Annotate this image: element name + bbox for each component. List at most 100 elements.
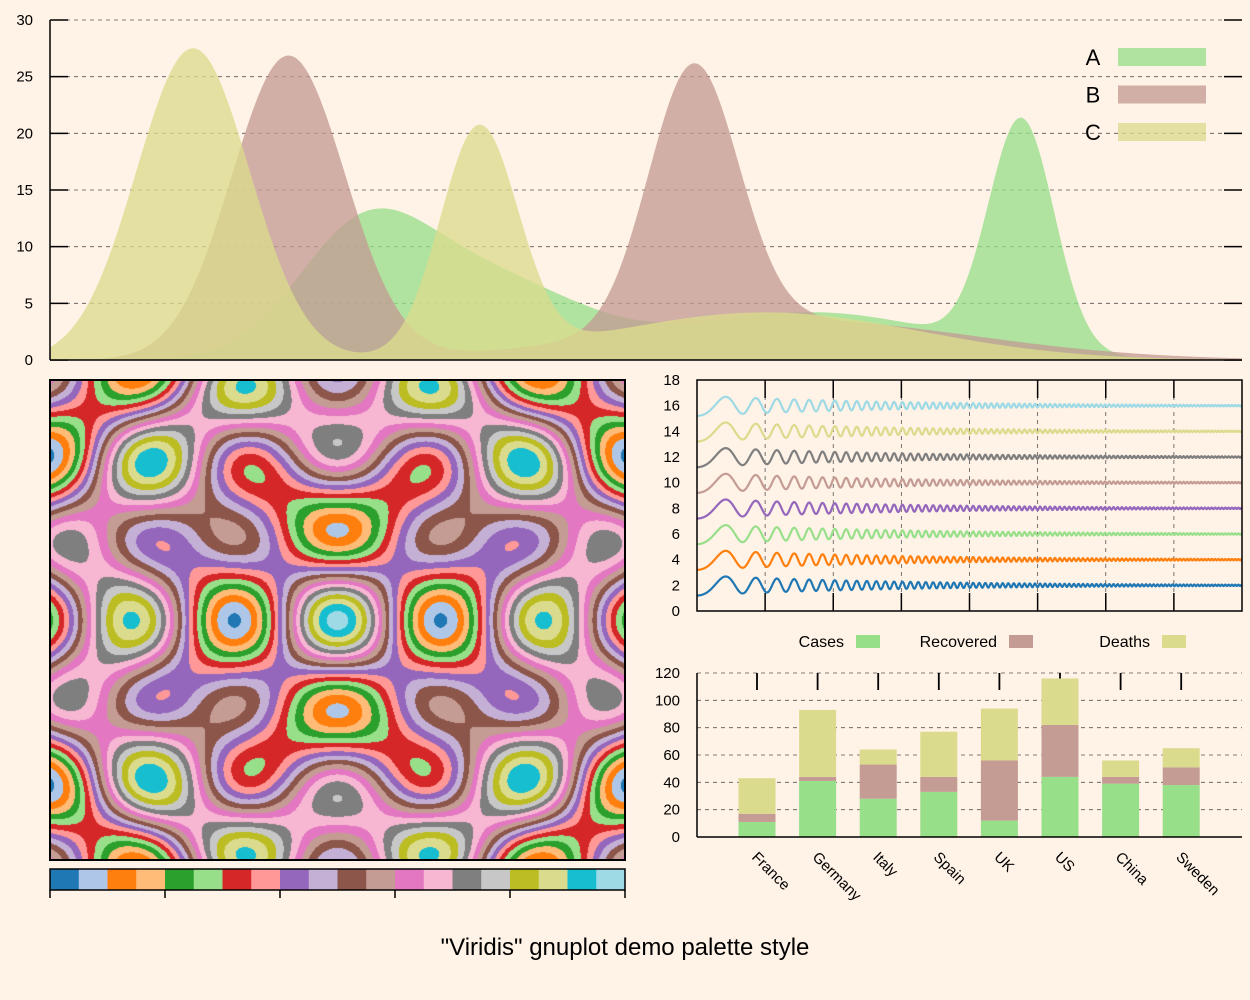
colorbar-swatch [510, 869, 540, 890]
bar-cases [738, 821, 776, 837]
bar-deaths [980, 708, 1018, 761]
series-line [697, 447, 1242, 469]
colorbar-swatch [251, 869, 281, 890]
legend-label: C [1085, 120, 1101, 145]
bar-deaths [920, 731, 958, 777]
colorbar-swatch [308, 869, 338, 890]
colorbar-border [49, 868, 626, 891]
y-tick-label: 60 [663, 747, 680, 764]
colorbar-swatch [107, 869, 137, 890]
legend-swatch [1162, 635, 1186, 648]
series-line [697, 472, 1242, 495]
bar-cases [1102, 783, 1140, 837]
bar-cases [859, 798, 897, 837]
bar-cases [920, 791, 958, 837]
category-label: Spain [930, 849, 969, 888]
series-line [697, 421, 1242, 443]
heatmap-border [49, 379, 626, 861]
colorbar-swatch [165, 869, 195, 890]
category-label: France [748, 849, 793, 894]
y-tick-label: 2 [672, 577, 680, 594]
heatmap-image [50, 380, 625, 860]
category-label: Italy [869, 849, 901, 881]
legend-label: Recovered [920, 634, 997, 651]
bar-deaths [799, 709, 837, 777]
category-label: China [1112, 849, 1152, 889]
y-tick-label: 0 [25, 352, 33, 369]
page-title: "Viridis" gnuplot demo palette style [440, 934, 810, 961]
y-tick-label: 120 [655, 665, 680, 682]
legend-swatch [1118, 48, 1206, 66]
y-tick-label: 40 [663, 774, 680, 791]
colorbar-swatch [50, 869, 80, 890]
bar-deaths [1102, 760, 1140, 777]
bar-recovered [1041, 724, 1079, 777]
bar-cases [980, 820, 1018, 837]
legend-label: B [1086, 83, 1101, 108]
y-tick-label: 10 [663, 475, 680, 492]
bar-deaths [738, 778, 776, 814]
bar-deaths [859, 749, 897, 765]
y-tick-label: 14 [663, 423, 680, 440]
colorbar-swatch [78, 869, 108, 890]
y-tick-label: 6 [672, 526, 680, 543]
colorbar-swatch [395, 869, 425, 890]
colorbar-swatch [280, 869, 310, 890]
category-label: Germany [809, 849, 865, 905]
y-tick-label: 12 [663, 449, 680, 466]
bar-recovered [920, 776, 958, 792]
y-tick-label: 10 [16, 239, 33, 256]
legend-label: Cases [799, 634, 844, 651]
category-label: US [1051, 849, 1078, 876]
stacked-bar-chart: 0 20 40 60 80 100 120 France Germany Italy Spain UK… [655, 634, 1242, 905]
colorbar-swatch [596, 869, 626, 890]
legend-swatch [1118, 85, 1206, 104]
colorbar-swatch [337, 869, 367, 890]
y-tick-label: 20 [663, 802, 680, 819]
legend-label: A [1086, 45, 1101, 70]
y-tick-label: 0 [672, 829, 680, 846]
area-C [50, 48, 1242, 360]
colorbar-swatch [222, 869, 252, 890]
y-tick-label: 18 [663, 372, 680, 389]
bar-recovered [1162, 767, 1200, 786]
density-areas [50, 48, 1242, 360]
y-tick-label: 30 [16, 12, 33, 29]
oscillation-lines [697, 395, 1242, 597]
y-tick-label: 100 [655, 692, 680, 709]
series-line [697, 524, 1242, 546]
series-line [697, 498, 1242, 520]
area-B [50, 55, 1242, 360]
interference-heatmap [49, 379, 626, 898]
bar-recovered [738, 813, 776, 822]
y-tick-label: 8 [672, 500, 680, 517]
series-line [697, 395, 1242, 418]
bar-recovered [799, 776, 837, 781]
colorbar-swatch [452, 869, 482, 890]
bar-deaths [1041, 678, 1079, 725]
series-line [697, 575, 1242, 597]
category-label: Sweden [1172, 849, 1222, 899]
colorbar-swatch [193, 869, 223, 890]
bar-cases [1041, 776, 1079, 837]
y-tick-label: 5 [25, 295, 33, 312]
legend-swatch [856, 635, 880, 648]
colorbar-swatch [136, 869, 166, 890]
series-line [697, 549, 1242, 572]
colorbar-swatch [567, 869, 597, 890]
density-chart: 0 5 10 15 20 25 30 ABC [16, 12, 1242, 369]
bar-recovered [980, 760, 1018, 821]
colorbar-swatch [423, 869, 453, 890]
y-tick-label: 15 [16, 182, 33, 199]
colorbar-swatch [481, 869, 511, 890]
oscillation-chart: 0 2 4 6 8 10 12 14 16 18 [663, 372, 1243, 620]
bar-cases [799, 780, 837, 837]
colorbar-swatch [538, 869, 568, 890]
bar-cases [1162, 785, 1200, 837]
y-tick-label: 16 [663, 398, 680, 415]
category-label: UK [991, 849, 1018, 876]
y-tick-label: 20 [16, 125, 33, 142]
bar-recovered [1102, 776, 1140, 784]
legend-label: Deaths [1099, 634, 1150, 651]
